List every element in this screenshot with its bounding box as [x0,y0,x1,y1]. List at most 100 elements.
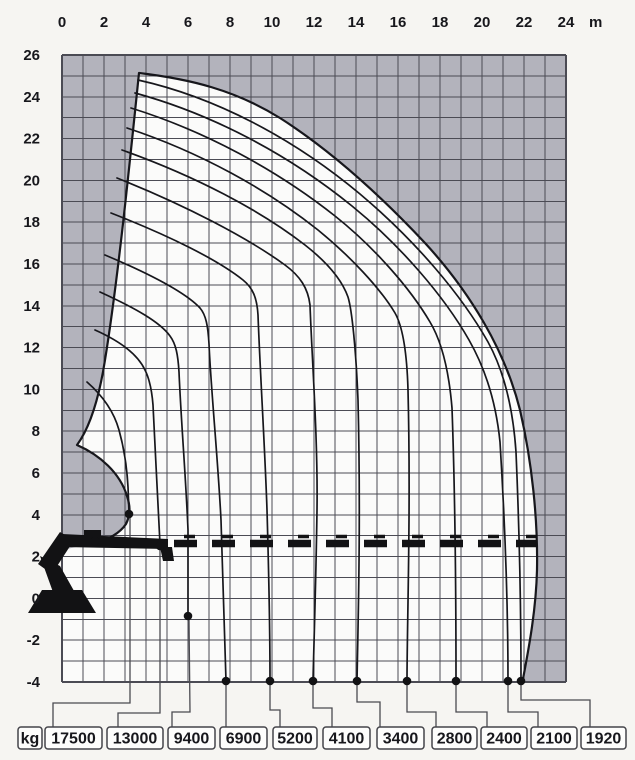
curve-endpoint-dot [503,676,513,686]
x-tick-20: 20 [474,14,491,31]
curve-endpoint-dot [308,676,318,686]
curve-endpoint-dot [183,611,193,621]
load-3400-label: 3400 [383,731,419,748]
curve-endpoint-dot [516,676,526,686]
y-tick-18: 18 [23,214,40,231]
load-13000-box [106,726,164,750]
y-tick-8: 8 [32,423,40,440]
leader-line-3400 [356,681,381,727]
x-tick-4: 4 [142,14,151,31]
load-9400-box [167,726,216,750]
leader-line-9400 [171,617,191,727]
capacity-curve-6900 [104,254,227,682]
y-tick-16: 16 [23,256,40,273]
load-5200-label: 5200 [277,731,313,748]
curve-endpoint-dot [451,676,461,686]
x-tick-14: 14 [348,14,365,31]
leader-line-2800 [406,681,437,727]
capacity-curve-5200 [110,212,271,682]
curve-endpoint-dot [402,676,412,686]
y-tick-10: 10 [23,381,40,398]
load-2400-box [480,726,528,750]
capacity-curve-13000 [94,329,161,545]
curve-endpoint-dot [221,676,231,686]
x-tick-12: 12 [306,14,323,31]
load-3400-box [376,726,425,750]
capacity-curve-17500 [86,381,130,513]
crane-icon [28,530,174,613]
y-tick-22: 22 [23,131,40,148]
working-envelope [62,73,538,682]
crane-base [28,590,96,613]
leader-line-5200 [269,681,281,727]
x-tick-18: 18 [432,14,449,31]
x-tick-22: 22 [516,14,533,31]
load-2800-label: 2800 [437,731,473,748]
load-2100-label: 2100 [536,731,572,748]
curve-endpoint-dot [352,676,362,686]
x-tick-2: 2 [100,14,108,31]
y-tick--4: -4 [27,674,41,691]
stowed-boom-dashed-line [174,534,537,548]
load-2100-box [530,726,578,750]
load-6900-box [219,726,268,750]
y-tick-26: 26 [23,47,40,64]
capacity-curves [86,79,522,682]
curve-endpoint-dot [265,676,275,686]
load-17500-box [44,726,103,750]
x-tick-0: 0 [58,14,66,31]
capacity-curve-2100 [134,92,509,682]
x-tick-16: 16 [390,14,407,31]
curve-endpoint-dots [90,509,526,686]
leader-line-2100 [507,681,539,727]
unit-kg-box [17,726,43,750]
leader-line-17500 [52,516,131,727]
y-tick-0: 0 [32,590,40,607]
y-tick-4: 4 [32,507,41,524]
y-tick-24: 24 [23,89,40,106]
x-tick-8: 8 [226,14,234,31]
x-tick-10: 10 [264,14,281,31]
label-leader-lines [52,516,591,727]
crane-boom-tip [160,547,174,561]
unit-kg-label: kg [21,731,40,748]
load-4100-box [322,726,371,750]
load-1920-label: 1920 [586,731,622,748]
y-tick-2: 2 [32,549,40,566]
y-tick-6: 6 [32,465,40,482]
leader-line-13000 [117,548,161,727]
envelope-outline [75,71,539,680]
leader-line-4100 [312,681,333,727]
capacity-curve-1920 [137,79,522,682]
load-label-row: kg 17500 13000 9400 6900 5200 4100 3400 2800 2400… [17,726,627,750]
load-5200-box [272,726,318,750]
leader-line-2400 [455,681,488,727]
curve-endpoint-dot [90,536,100,546]
curve-endpoint-dot [124,509,134,519]
x-tick-6: 6 [184,14,192,31]
load-4100-label: 4100 [329,731,365,748]
y-tick-12: 12 [23,340,40,357]
load-13000-label: 13000 [113,731,158,748]
capacity-curve-2800 [126,127,410,682]
load-2800-box [431,726,478,750]
capacity-curve-2400 [130,107,457,682]
x-tick-24: 24 [558,14,575,31]
leader-line-1920 [520,681,591,727]
load-9400-label: 9400 [174,731,210,748]
capacity-curve-3400 [121,149,361,682]
x-axis-ticks: 0 2 4 6 8 10 12 14 16 18 20 22 24 m [58,14,603,31]
x-axis-unit-label: m [589,14,602,31]
curve-endpoint-dot [155,541,165,551]
y-tick-14: 14 [23,298,40,315]
load-6900-label: 6900 [226,731,262,748]
load-2400-label: 2400 [486,731,522,748]
load-17500-label: 17500 [51,731,96,748]
capacity-curve-9400 [99,291,189,617]
y-tick-20: 20 [23,172,40,189]
load-1920-box [580,726,627,750]
capacity-curve-4100 [116,177,318,682]
